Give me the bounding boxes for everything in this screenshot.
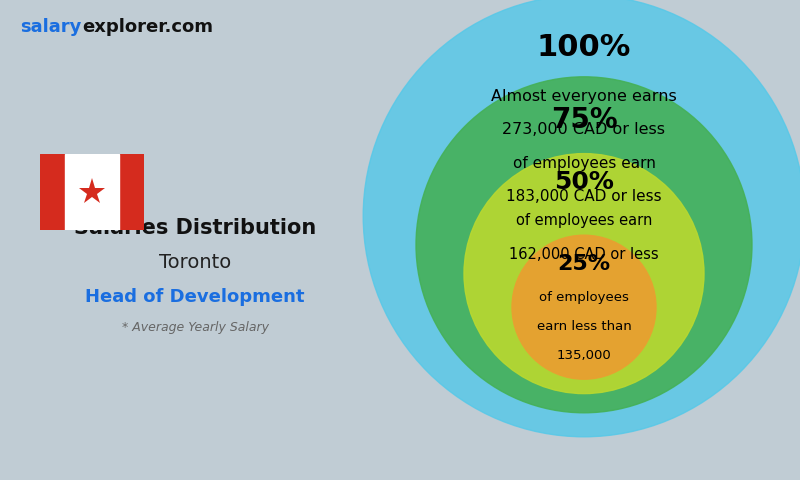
Text: Head of Development: Head of Development <box>86 288 305 306</box>
Text: Almost everyone earns: Almost everyone earns <box>491 88 677 104</box>
Text: salary: salary <box>20 18 82 36</box>
Text: 50%: 50% <box>554 170 614 194</box>
Text: Toronto: Toronto <box>159 252 231 272</box>
Bar <box>119 154 144 230</box>
Bar <box>65 154 119 230</box>
Text: explorer.com: explorer.com <box>82 18 213 36</box>
Text: * Average Yearly Salary: * Average Yearly Salary <box>122 322 269 335</box>
Circle shape <box>363 0 800 437</box>
Circle shape <box>416 77 752 413</box>
Text: of employees earn: of employees earn <box>516 213 652 228</box>
Text: of employees: of employees <box>539 291 629 304</box>
Text: 162,000 CAD or less: 162,000 CAD or less <box>509 247 659 262</box>
Text: of employees earn: of employees earn <box>513 156 655 171</box>
Text: 273,000 CAD or less: 273,000 CAD or less <box>502 122 666 137</box>
Text: 135,000: 135,000 <box>557 348 611 362</box>
Text: Salaries Distribution: Salaries Distribution <box>74 218 316 238</box>
Text: 75%: 75% <box>550 106 618 134</box>
Text: 183,000 CAD or less: 183,000 CAD or less <box>506 189 662 204</box>
Text: 100%: 100% <box>537 34 631 62</box>
Text: earn less than: earn less than <box>537 320 631 333</box>
Circle shape <box>512 235 656 379</box>
Text: 25%: 25% <box>558 254 610 274</box>
Circle shape <box>464 154 704 394</box>
Bar <box>40 154 65 230</box>
